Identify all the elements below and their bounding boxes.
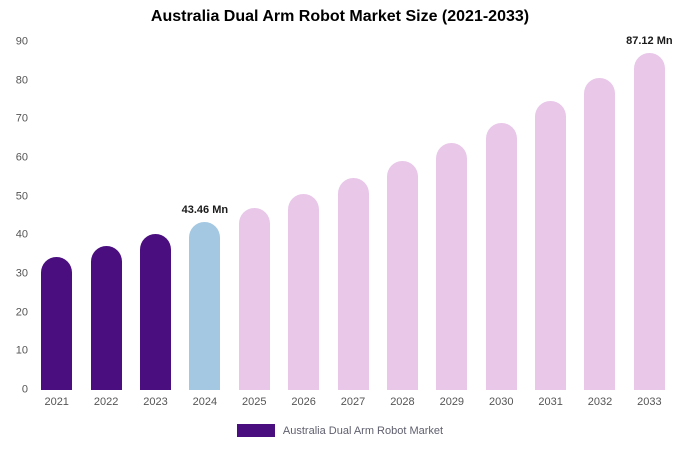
y-tick-label: 0 bbox=[21, 383, 28, 396]
x-tick-label: 2021 bbox=[44, 396, 69, 408]
y-tick-label: 70 bbox=[15, 112, 28, 125]
x-tick-label: 2027 bbox=[340, 396, 366, 408]
bar bbox=[288, 193, 320, 390]
bar bbox=[386, 161, 418, 390]
y-tick-label: 90 bbox=[15, 35, 28, 48]
bar-column bbox=[230, 42, 279, 390]
bar bbox=[189, 221, 221, 390]
bar-column bbox=[378, 42, 427, 390]
y-tick-label: 80 bbox=[15, 74, 28, 87]
bar bbox=[41, 256, 73, 390]
bar-column bbox=[81, 42, 130, 390]
bar-annotation: 43.46 Mn bbox=[181, 203, 229, 216]
y-tick-label: 50 bbox=[15, 190, 28, 203]
bar-column bbox=[279, 42, 328, 390]
bar bbox=[584, 78, 616, 390]
x-axis: 2021 2022 2023 2024 2025 2026 2027 2028 2029 2030… bbox=[32, 396, 674, 408]
bar-column bbox=[477, 42, 526, 390]
bar bbox=[485, 122, 517, 390]
x-tick-label: 2023 bbox=[143, 396, 168, 408]
x-tick-label: 2033 bbox=[637, 396, 662, 408]
x-tick-label: 2025 bbox=[242, 396, 267, 408]
chart-area: 0 10 20 30 40 50 60 70 80 90 43.46 Mn 87.12 Mn bbox=[6, 35, 674, 395]
y-tick-label: 30 bbox=[15, 267, 28, 280]
x-tick-label: 2030 bbox=[488, 396, 514, 408]
bar bbox=[139, 234, 171, 390]
x-tick-label: 2026 bbox=[291, 396, 316, 408]
y-tick-label: 20 bbox=[15, 306, 28, 319]
bar-column bbox=[427, 42, 476, 390]
bar-column: 87.12 Mn bbox=[625, 35, 674, 390]
legend-label: Australia Dual Arm Robot Market bbox=[282, 424, 444, 437]
legend-swatch bbox=[236, 424, 275, 437]
bar bbox=[535, 101, 567, 390]
x-tick-label: 2032 bbox=[587, 396, 613, 408]
bar-column: 43.46 Mn bbox=[180, 42, 229, 390]
bar bbox=[633, 53, 665, 390]
plot-area: 43.46 Mn 87.12 Mn bbox=[32, 35, 674, 390]
y-axis: 0 10 20 30 40 50 60 70 80 90 bbox=[6, 36, 32, 395]
y-tick-label: 60 bbox=[15, 151, 28, 164]
x-tick-label: 2024 bbox=[192, 396, 218, 408]
bar-column bbox=[575, 42, 624, 390]
bar bbox=[90, 246, 122, 390]
y-tick-label: 10 bbox=[15, 344, 28, 357]
bar-column bbox=[526, 42, 575, 390]
x-tick-label: 2022 bbox=[93, 396, 119, 408]
bar bbox=[436, 142, 468, 390]
bar-column bbox=[32, 42, 81, 390]
y-tick-label: 40 bbox=[15, 228, 28, 241]
bar bbox=[238, 208, 270, 390]
legend: Australia Dual Arm Robot Market bbox=[0, 424, 680, 437]
bar bbox=[337, 178, 369, 390]
x-tick-label: 2029 bbox=[439, 396, 465, 408]
bar-column bbox=[328, 42, 377, 390]
chart-title: Australia Dual Arm Robot Market Size (20… bbox=[150, 8, 530, 25]
x-tick-label: 2028 bbox=[390, 396, 415, 408]
bar-column bbox=[131, 42, 180, 390]
bar-annotation: 87.12 Mn bbox=[626, 35, 673, 48]
x-tick-label: 2031 bbox=[538, 396, 563, 408]
